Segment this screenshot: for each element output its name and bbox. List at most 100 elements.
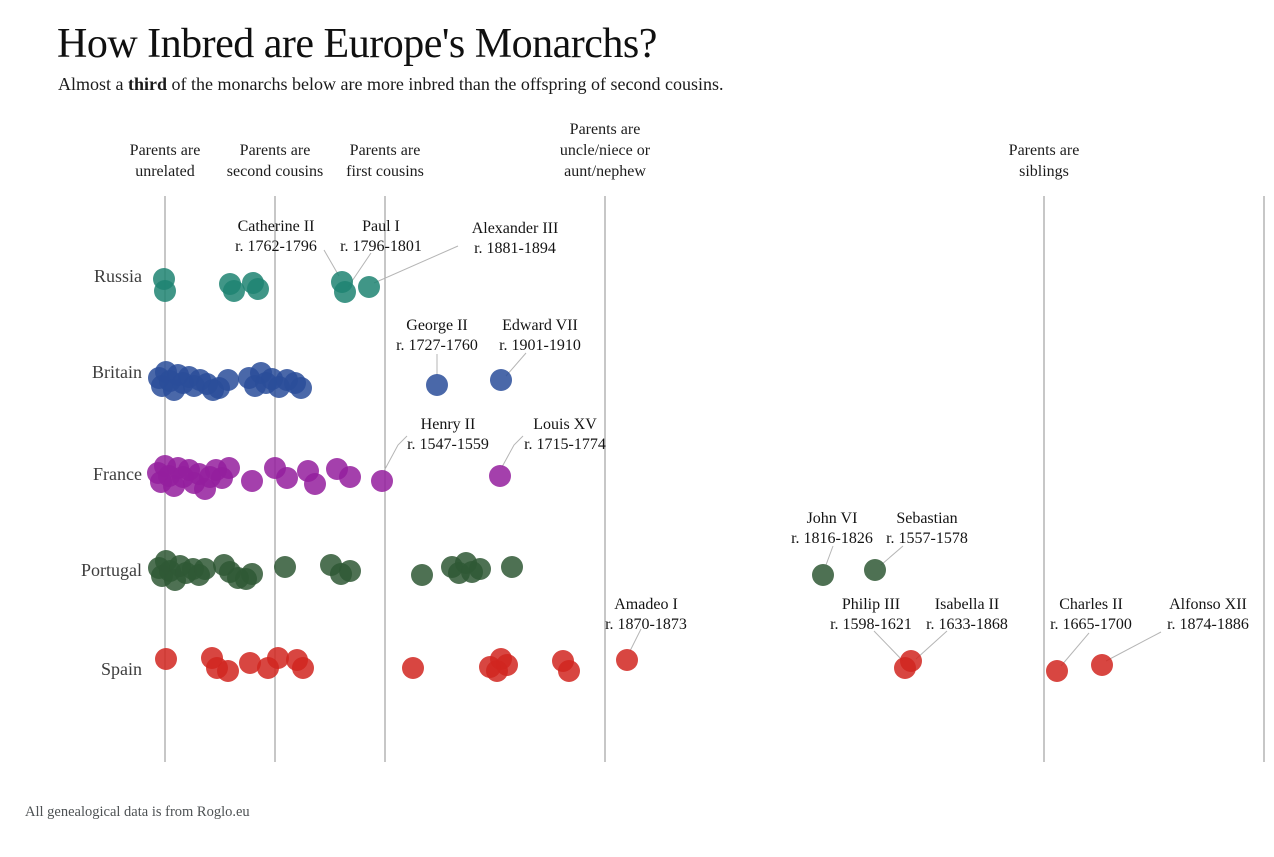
- data-point-spain: [558, 660, 580, 682]
- annotation-reign-dates: r. 1633-1868: [926, 616, 1008, 633]
- annotation-reign-dates: r. 1816-1826: [791, 530, 873, 547]
- annotation-monarch-name: Sebastian: [896, 510, 958, 527]
- data-point-spain: [239, 652, 261, 674]
- annotation-catherine-ii: Catherine II r. 1762-1796: [235, 217, 317, 257]
- row-label-spain: Spain: [100, 659, 142, 679]
- subtitle-text-suffix: of the monarchs below are more inbred th…: [167, 74, 724, 94]
- annotation-charles-ii: Charles II r. 1665-1700: [1050, 595, 1132, 635]
- annotation-leader-line: [915, 630, 948, 660]
- data-point-portugal: [864, 559, 886, 581]
- annotation-monarch-name: Edward VII: [502, 317, 578, 334]
- data-point-france: [371, 470, 393, 492]
- annotation-alfonso-xii: Alfonso XII r. 1874-1886: [1167, 595, 1249, 635]
- data-point-spain: [1091, 654, 1113, 676]
- row-label-portugal: Portugal: [81, 560, 142, 580]
- subtitle-text-prefix: Almost a: [58, 74, 128, 94]
- data-point-spain: [900, 650, 922, 672]
- data-point-france: [276, 467, 298, 489]
- annotation-reign-dates: r. 1557-1578: [886, 530, 968, 547]
- data-point-france: [339, 466, 361, 488]
- annotation-reign-dates: r. 1796-1801: [340, 238, 422, 255]
- data-point-portugal: [274, 556, 296, 578]
- annotation-leader-line: [1060, 632, 1090, 667]
- data-point-portugal: [469, 558, 491, 580]
- data-point-spain: [496, 654, 518, 676]
- chart-subtitle: Almost a third of the monarchs below are…: [58, 74, 724, 95]
- data-point-russia: [223, 280, 245, 302]
- data-point-france: [241, 470, 263, 492]
- data-point-spain: [292, 657, 314, 679]
- annotation-reign-dates: r. 1598-1621: [830, 616, 912, 633]
- annotation-paul-i: Paul I r. 1796-1801: [340, 217, 422, 257]
- reference-line-label: Parents are siblings: [1008, 142, 1080, 180]
- annotation-reign-dates: r. 1901-1910: [499, 337, 581, 354]
- annotation-leader-line: [373, 245, 459, 284]
- annotation-leader-line: [873, 630, 904, 662]
- annotation-isabella-ii: Isabella II r. 1633-1868: [926, 595, 1008, 635]
- data-point-spain: [155, 648, 177, 670]
- annotation-alexander-iii: Alexander III r. 1881-1894: [472, 219, 559, 259]
- annotation-reign-dates: r. 1874-1886: [1167, 616, 1249, 633]
- annotation-louis-xv: Louis XV r. 1715-1774: [524, 415, 606, 455]
- annotation-monarch-name: Philip III: [841, 596, 901, 613]
- annotation-edward-vii: Edward VII r. 1901-1910: [499, 316, 581, 356]
- annotation-monarch-name: Henry II: [420, 416, 476, 433]
- annotation-reign-dates: r. 1715-1774: [524, 436, 606, 453]
- annotation-reign-dates: r. 1727-1760: [396, 337, 478, 354]
- data-point-spain: [217, 660, 239, 682]
- annotation-leader-line: [501, 435, 524, 468]
- data-point-russia: [154, 280, 176, 302]
- data-point-spain: [267, 647, 289, 669]
- annotation-leader-line: [880, 545, 904, 566]
- data-point-portugal: [241, 563, 263, 585]
- data-point-spain: [402, 657, 424, 679]
- row-label-britain: Britain: [92, 362, 142, 382]
- data-point-spain: [616, 649, 638, 671]
- reference-line-label: Parents are second cousins: [226, 142, 324, 180]
- annotation-leader-line: [505, 352, 527, 377]
- data-point-britain: [426, 374, 448, 396]
- annotation-reign-dates: r. 1870-1873: [605, 616, 687, 633]
- data-point-france: [489, 465, 511, 487]
- data-point-russia: [247, 278, 269, 300]
- row-label-russia: Russia: [93, 266, 142, 286]
- annotation-george-ii: George II r. 1727-1760: [396, 316, 478, 356]
- annotation-monarch-name: George II: [406, 317, 468, 334]
- data-point-russia: [358, 276, 380, 298]
- data-point-portugal: [411, 564, 433, 586]
- annotation-monarch-name: Amadeo I: [614, 596, 678, 613]
- data-point-portugal: [501, 556, 523, 578]
- annotation-leader-line: [825, 545, 834, 566]
- subtitle-bold-word: third: [128, 74, 168, 94]
- data-point-portugal: [194, 558, 216, 580]
- annotation-leader-line: [629, 628, 642, 652]
- data-point-portugal: [339, 560, 361, 582]
- annotation-monarch-name: Isabella II: [934, 596, 1000, 613]
- data-point-france: [218, 457, 240, 479]
- reference-line-label: Parents are first cousins: [346, 142, 424, 180]
- annotation-reign-dates: r. 1881-1894: [474, 240, 556, 257]
- annotation-monarch-name: Alexander III: [471, 220, 559, 237]
- annotation-monarch-name: Charles II: [1059, 596, 1123, 613]
- data-point-portugal: [812, 564, 834, 586]
- data-point-britain: [217, 369, 239, 391]
- reference-line-label: Parents are uncle/niece or aunt/nephew: [559, 121, 651, 180]
- footnote-line-1: All genealogical data is from Roglo.eu: [25, 803, 250, 820]
- row-label-france: France: [93, 464, 142, 484]
- annotation-leader-line: [323, 249, 340, 277]
- annotation-monarch-name: John VI: [806, 510, 858, 527]
- annotation-henry-ii: Henry II r. 1547-1559: [407, 415, 489, 455]
- data-point-spain: [1046, 660, 1068, 682]
- annotation-monarch-name: Catherine II: [237, 218, 315, 235]
- annotation-john-vi: John VI r. 1816-1826: [791, 509, 873, 549]
- annotation-reign-dates: r. 1547-1559: [407, 436, 489, 453]
- annotation-monarch-name: Alfonso XII: [1169, 596, 1247, 613]
- annotation-reign-dates: r. 1665-1700: [1050, 616, 1132, 633]
- annotation-amadeo-i: Amadeo I r. 1870-1873: [605, 595, 687, 635]
- data-point-britain: [490, 369, 512, 391]
- annotation-leader-line: [383, 435, 408, 472]
- chart-title: How Inbred are Europe's Monarchs?: [57, 21, 657, 67]
- data-point-france: [304, 473, 326, 495]
